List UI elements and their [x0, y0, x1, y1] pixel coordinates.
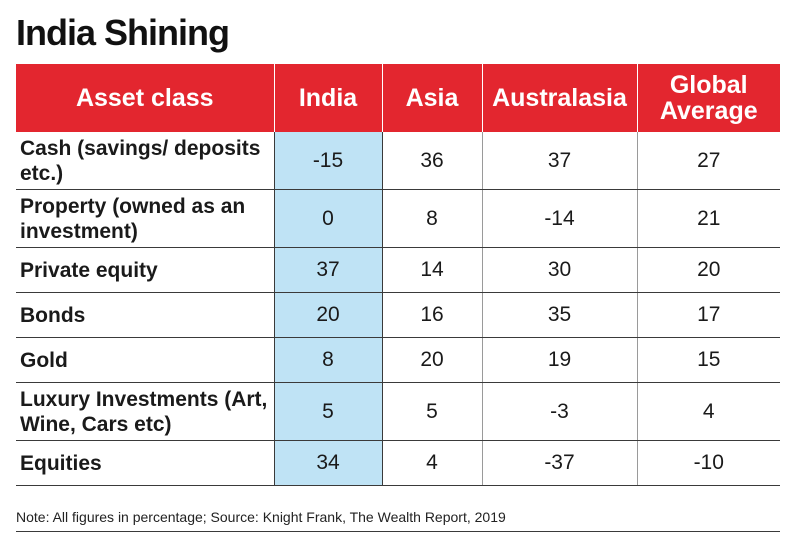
cell-asia: 5	[381, 382, 482, 441]
cell-australasia: 19	[481, 337, 637, 383]
header-australasia: Australasia	[481, 64, 638, 132]
cell-asia: 14	[381, 247, 482, 293]
cell-india: 20	[273, 292, 383, 338]
cell-india: 5	[273, 382, 383, 441]
cell-india: 34	[273, 440, 383, 486]
cell-asia: 4	[381, 440, 482, 486]
row-label: Bonds	[16, 292, 274, 338]
table-row: Luxury Investments (Art, Wine, Cars etc)…	[16, 382, 780, 441]
cell-india: 37	[273, 247, 383, 293]
table-row: Property (owned as an investment) 0 8 -1…	[16, 189, 780, 248]
cell-australasia: -3	[481, 382, 637, 441]
cell-australasia: 35	[481, 292, 637, 338]
header-global-average: Global Average	[636, 64, 780, 132]
cell-asia: 8	[381, 189, 482, 248]
cell-global-average: 20	[636, 247, 780, 293]
row-label: Luxury Investments (Art, Wine, Cars etc)	[16, 382, 274, 441]
page-title: India Shining	[16, 12, 230, 53]
cell-asia: 36	[381, 132, 482, 190]
row-label: Property (owned as an investment)	[16, 189, 274, 248]
header-row: Asset class India Asia Australasia Globa…	[16, 64, 780, 132]
cell-global-average: 21	[636, 189, 780, 248]
cell-australasia: -14	[481, 189, 637, 248]
cell-india: 0	[273, 189, 383, 248]
table-row: Bonds 20 16 35 17	[16, 292, 780, 338]
asset-returns-table: Asset class India Asia Australasia Globa…	[16, 64, 780, 486]
cell-global-average: 15	[636, 337, 780, 383]
row-label: Cash (savings/ deposits etc.)	[16, 132, 274, 190]
cell-india: 8	[273, 337, 383, 383]
cell-global-average: 27	[636, 132, 780, 190]
table-row: Cash (savings/ deposits etc.) -15 36 37 …	[16, 132, 780, 190]
row-label: Gold	[16, 337, 274, 383]
row-label: Private equity	[16, 247, 274, 293]
header-asia: Asia	[381, 64, 483, 132]
table-row: Equities 34 4 -37 -10	[16, 440, 780, 486]
cell-asia: 16	[381, 292, 482, 338]
header-india: India	[273, 64, 383, 132]
cell-global-average: 17	[636, 292, 780, 338]
cell-australasia: -37	[481, 440, 637, 486]
cell-australasia: 30	[481, 247, 637, 293]
cell-global-average: -10	[636, 440, 780, 486]
cell-global-average: 4	[636, 382, 780, 441]
row-label: Equities	[16, 440, 274, 486]
header-asset-class: Asset class	[16, 64, 275, 132]
table-row: Private equity 37 14 30 20	[16, 247, 780, 293]
cell-india: -15	[273, 132, 383, 190]
source-note: Note: All figures in percentage; Source:…	[16, 503, 780, 532]
cell-asia: 20	[381, 337, 482, 383]
table-row: Gold 8 20 19 15	[16, 337, 780, 383]
cell-australasia: 37	[481, 132, 637, 190]
